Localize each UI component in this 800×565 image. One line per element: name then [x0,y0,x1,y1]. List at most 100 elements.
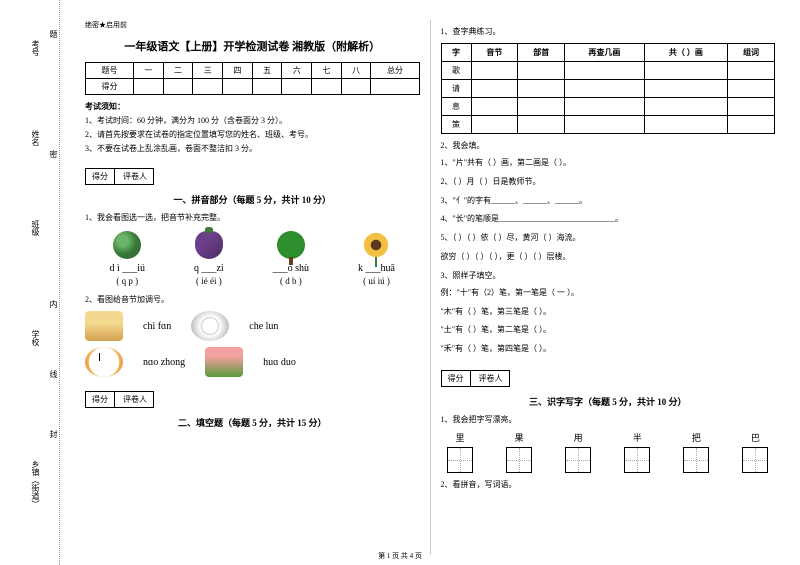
fill-4: 4、"长"的笔顺是_____________________________。 [441,213,776,226]
cc-0: 里 [447,431,473,473]
lt-r2: 息 [441,98,471,116]
sb3-marker: 评卷人 [473,371,509,386]
fill-1: 1、"片"共有（ ）画，第二画是（ ）。 [441,157,776,170]
st-h5: 五 [252,63,282,79]
score-table: 题号 一 二 三 四 五 六 七 八 总分 得分 [85,62,420,95]
st-h8: 八 [341,63,371,79]
score-box-3: 得分 评卷人 [441,370,510,387]
gb-5 [742,447,768,473]
lt-h3: 再查几画 [565,44,644,62]
img-row-2a: chi fɑn che lun [85,311,420,341]
s1-q1: 1、我会看图选一选，把音节补充完整。 [85,212,420,223]
tree-icon [277,231,305,259]
gb-0 [447,447,473,473]
score-box-2: 得分 评卷人 [85,391,154,408]
side-feng: 封 [48,430,59,438]
ch-4: 把 [692,433,701,443]
rules-title: 考试须知： [85,101,420,112]
ch-0: 里 [456,433,465,443]
lt-h4: 共（ ）画 [644,44,728,62]
side-name: 姓名 [30,130,41,146]
st-h4: 四 [223,63,253,79]
side-nei: 内 [48,300,59,308]
side-school: 学校 [30,330,41,346]
section2-title: 二、填空题（每题 5 分，共计 15 分） [85,416,420,429]
q3-l0: 例："十"有（2）笔，第一笔是（ 一 ）。 [441,287,776,300]
side-class: 班级 [30,220,41,236]
fill-2: 2、（ ）月（ ）日是教师节。 [441,176,776,189]
lt-r0: 歌 [441,62,471,80]
score-box-1: 得分 评卷人 [85,168,154,185]
earth-icon [113,231,141,259]
alt-2: ( ié éi ) [194,276,224,286]
binding-sidebar: 考号 姓名 班级 学校 乡镇（街道） 题 密 内 线 封 [0,0,60,565]
left-column: 绝密★启用前 一年级语文【上册】开学检测试卷 湘教版（附解析） 题号 一 二 三… [75,20,431,555]
confidential: 绝密★启用前 [85,20,420,30]
st-h1: 一 [133,63,163,79]
sb-marker: 评卷人 [117,169,153,184]
cc-4: 把 [683,431,709,473]
ch-3: 半 [633,433,642,443]
img-row-2b: nɑo zhong huɑ duo [85,347,420,377]
cell-sunflower: k ___huā ( uí iú ) [358,231,395,286]
r-q3: 3、照样子填空。 [441,270,776,281]
alt-3: ( d b ) [273,276,309,286]
icon-row-1: d ì ___iú ( q p ) q ___zi ( ié éi ) ___ò… [85,231,420,286]
lt-r1: 请 [441,80,471,98]
q3-l3: "禾"有（ ）笔，第四笔是（ ）。 [441,343,776,356]
q3-l1: "木"有（ ）笔，第三笔是（ ）。 [441,306,776,319]
fill-6: 欲穷（ ）（ ）（ ），更（ ）（ ）层楼。 [441,251,776,264]
flowers-icon [205,347,243,377]
right-column: 1、查字典练习。 字 音节 部首 再查几画 共（ ）画 组词 歌 请 息 策 2… [431,20,786,555]
s3-q1: 1、我会把字写漂亮。 [441,414,776,425]
rule-1: 1、考试时间：60 分钟，满分为 100 分（含卷面分 3 分）。 [85,115,420,126]
sb3-score: 得分 [442,371,471,386]
ch-1: 果 [515,433,524,443]
st-h9: 总分 [371,63,419,79]
s3-q2: 2、看拼音，写词语。 [441,479,776,490]
r-q2: 2、我会填。 [441,140,776,151]
py2a-1: chi fɑn [143,321,171,332]
ch-5: 巴 [751,433,760,443]
st-r: 得分 [86,79,134,95]
lookup-table: 字 音节 部首 再查几画 共（ ）画 组词 歌 请 息 策 [441,43,776,134]
lt-r3: 策 [441,116,471,134]
cell-earth: d ì ___iú ( q p ) [109,231,145,286]
sb2-score: 得分 [86,392,115,407]
side-town: 乡镇（街道） [30,460,41,508]
page-footer: 第 1 页 共 4 页 [0,551,800,561]
alt-4: ( uí iú ) [358,276,395,286]
main-content: 绝密★启用前 一年级语文【上册】开学检测试卷 湘教版（附解析） 题号 一 二 三… [60,0,800,565]
py2b-1: nɑo zhong [143,357,185,368]
sb-score: 得分 [86,169,115,184]
lt-h0: 字 [441,44,471,62]
wheel-icon [191,311,229,341]
gb-1 [506,447,532,473]
eggplant-icon [195,231,223,259]
alt-1: ( q p ) [109,276,145,286]
gb-3 [624,447,650,473]
cc-1: 果 [506,431,532,473]
py-1: d ì ___iú [109,263,145,274]
st-h7: 七 [312,63,342,79]
sunflower-icon [362,231,390,259]
lt-h2: 部首 [518,44,565,62]
cell-tree: ___ò shù ( d b ) [273,231,309,286]
section1-title: 一、拼音部分（每题 5 分，共计 10 分） [85,193,420,206]
clock-icon [85,347,123,377]
cc-5: 巴 [742,431,768,473]
char-row: 里 果 用 半 把 巴 [441,431,776,473]
py2b-2: huɑ duo [263,357,296,368]
cc-3: 半 [624,431,650,473]
q3-l2: "土"有（ ）笔，第二笔是（ ）。 [441,324,776,337]
section3-title: 三、识字写字（每题 5 分，共计 10 分） [441,395,776,408]
rule-3: 3、不要在试卷上乱涂乱画，卷面不整洁扣 3 分。 [85,143,420,154]
st-h0: 题号 [86,63,134,79]
cc-2: 用 [565,431,591,473]
exam-title: 一年级语文【上册】开学检测试卷 湘教版（附解析） [85,38,420,54]
st-h2: 二 [163,63,193,79]
lt-h5: 组词 [728,44,775,62]
side-ti: 题 [48,30,59,38]
st-h3: 三 [193,63,223,79]
gb-4 [683,447,709,473]
